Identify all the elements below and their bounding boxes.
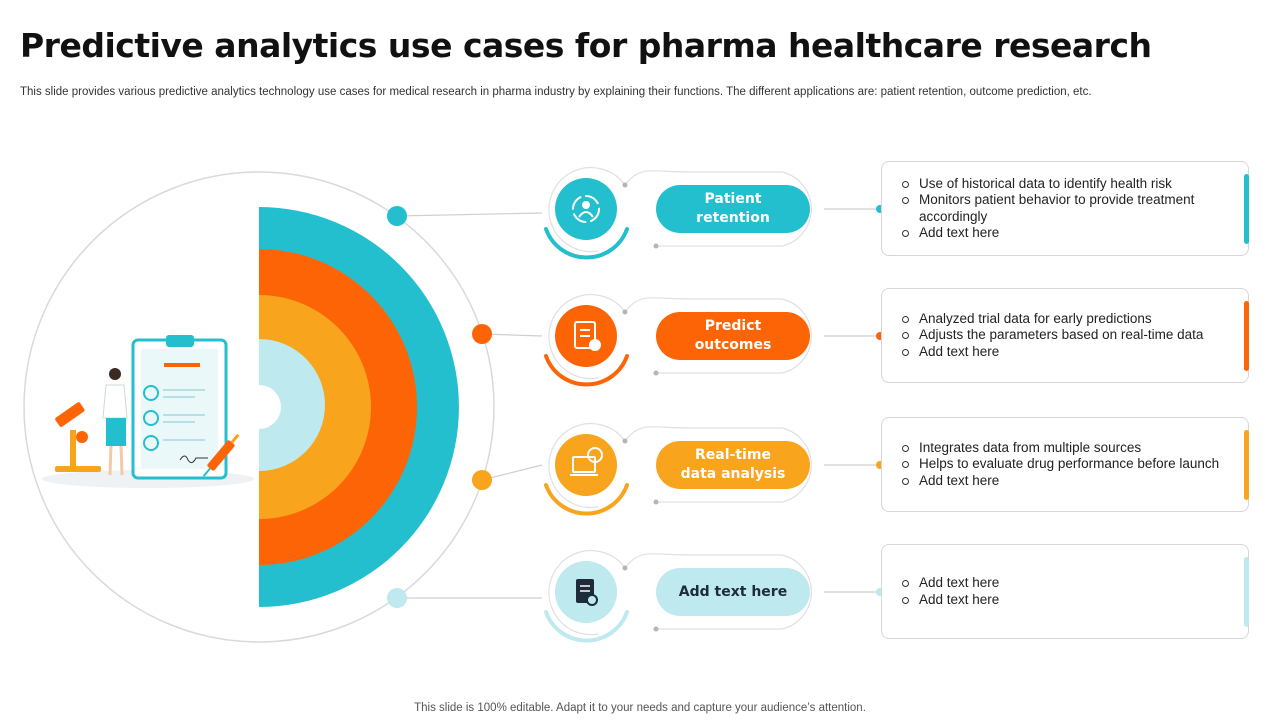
document-search-icon [576, 579, 598, 606]
bullet-item: Monitors patient behavior to provide tre… [900, 192, 1224, 225]
outline-end-dot [622, 565, 628, 571]
use-case-card-4: Add text here Add text here [881, 544, 1249, 639]
medical-illustration [42, 335, 254, 488]
outline-end-dot [622, 309, 628, 315]
ring-light-cyan [259, 339, 325, 471]
patient-circle-icon [572, 195, 600, 223]
icon-ring-outline [548, 294, 626, 380]
use-case-row-4 [387, 550, 884, 643]
use-case-card-2: Analyzed trial data for early prediction… [881, 288, 1249, 383]
pill-outline [624, 553, 812, 630]
checklist-report-icon [574, 321, 601, 351]
use-case-pill-2: Predict outcomes [656, 312, 810, 360]
ring-marker-dot [472, 470, 492, 490]
slide-footer: This slide is 100% editable. Adapt it to… [414, 702, 866, 714]
bullet-item: Add text here [900, 225, 1224, 242]
connector-line [481, 333, 543, 337]
bullet-item: Add text here [900, 344, 1224, 361]
bullet-list: Add text here Add text here [882, 575, 1248, 608]
bullet-item: Add text here [900, 592, 1224, 609]
slide-subtitle: This slide provides various predictive a… [20, 86, 1092, 98]
icon-ring-accent [544, 227, 629, 260]
card-accent-bar [1244, 174, 1249, 244]
ring-marker-dot [472, 324, 492, 344]
bullet-list: Use of historical data to identify healt… [882, 176, 1248, 242]
bullet-item: Integrates data from multiple sources [900, 440, 1224, 457]
card-accent-bar [1244, 557, 1249, 627]
bullet-item: Analyzed trial data for early prediction… [900, 311, 1224, 328]
icon-ring-accent [544, 483, 629, 516]
outline-end-dot [653, 243, 659, 249]
use-case-row-2 [472, 294, 884, 387]
outline-end-dot [653, 626, 659, 632]
use-case-pill-1: Patient retention [656, 185, 810, 233]
bullet-list: Integrates data from multiple sources Hel… [882, 440, 1248, 490]
use-case-pill-4: Add text here [656, 568, 810, 616]
pill-outline [624, 297, 812, 374]
use-case-pill-3: Real-time data analysis [656, 441, 810, 489]
icon-ring-outline [548, 423, 626, 509]
use-case-row-3 [472, 423, 884, 516]
bullet-item: Use of historical data to identify healt… [900, 176, 1224, 193]
outline-end-dot [653, 499, 659, 505]
bullet-list: Analyzed trial data for early prediction… [882, 311, 1248, 361]
icon-ring-outline [548, 167, 626, 253]
bullet-item: Add text here [900, 575, 1224, 592]
use-case-card-1: Use of historical data to identify healt… [881, 161, 1249, 256]
outline-end-dot [653, 370, 659, 376]
slide-title: Predictive analytics use cases for pharm… [20, 26, 1152, 65]
laptop-chart-icon [570, 447, 603, 476]
connector-line [481, 464, 543, 481]
card-accent-bar [1244, 301, 1249, 371]
outline-end-dot [622, 438, 628, 444]
bullet-item: Add text here [900, 473, 1224, 490]
pill-outline [624, 170, 812, 247]
ring-marker-dot [387, 588, 407, 608]
use-case-card-3: Integrates data from multiple sources Hel… [881, 417, 1249, 512]
pill-outline [624, 426, 812, 503]
bullet-item: Helps to evaluate drug performance befor… [900, 456, 1224, 473]
icon-circle [555, 434, 617, 496]
icon-ring-accent [544, 610, 629, 643]
outline-end-dot [622, 182, 628, 188]
card-accent-bar [1244, 430, 1249, 500]
icon-ring-accent [544, 354, 629, 387]
ring-center [259, 385, 281, 429]
icon-ring-outline [548, 550, 626, 636]
connector-line [396, 212, 543, 217]
outer-ring-outline [23, 171, 495, 643]
ring-marker-dot [387, 206, 407, 226]
bullet-item: Adjusts the parameters based on real-tim… [900, 327, 1224, 344]
use-case-row-1 [387, 167, 884, 260]
